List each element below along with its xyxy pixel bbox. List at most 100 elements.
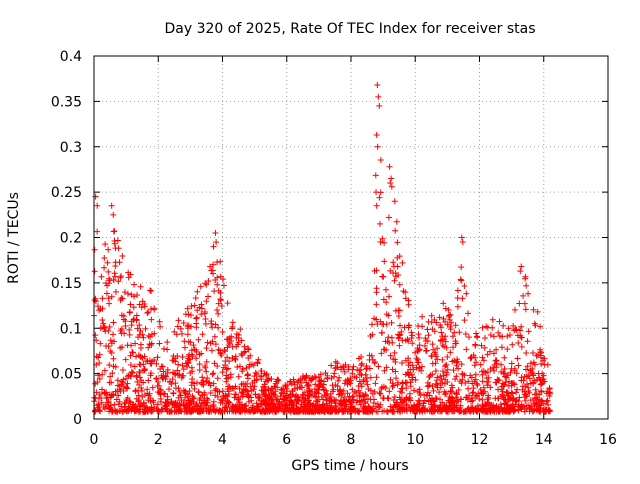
data-point xyxy=(328,362,335,369)
data-point xyxy=(447,323,454,330)
data-point xyxy=(218,352,225,359)
data-point xyxy=(205,293,212,300)
data-point xyxy=(404,408,411,415)
data-point xyxy=(356,371,363,378)
data-point xyxy=(108,293,115,300)
data-point xyxy=(396,342,403,349)
data-point xyxy=(170,389,177,396)
data-point xyxy=(349,394,356,401)
data-point xyxy=(128,368,135,375)
data-point xyxy=(482,402,489,409)
data-point xyxy=(457,402,464,409)
data-point xyxy=(217,258,224,265)
data-point xyxy=(415,334,422,341)
data-point xyxy=(185,404,192,411)
data-point xyxy=(105,246,112,253)
data-point xyxy=(522,306,529,313)
data-point xyxy=(337,387,344,394)
data-point xyxy=(225,374,232,381)
data-point xyxy=(536,396,543,403)
data-point xyxy=(452,322,459,329)
data-point xyxy=(103,395,110,402)
data-point xyxy=(532,395,539,402)
data-point xyxy=(349,366,356,373)
data-point xyxy=(454,356,461,363)
data-point xyxy=(479,378,486,385)
data-point xyxy=(450,367,457,374)
data-point xyxy=(529,365,536,372)
data-point xyxy=(121,400,128,407)
y-tick-label: 0.2 xyxy=(60,231,82,247)
x-tick-label: 16 xyxy=(599,432,617,448)
data-point xyxy=(414,388,421,395)
data-point xyxy=(272,403,279,410)
data-point xyxy=(160,345,167,352)
data-point xyxy=(440,300,447,307)
data-point xyxy=(98,273,105,280)
data-point xyxy=(252,391,259,398)
x-tick-label: 2 xyxy=(154,432,163,448)
data-point xyxy=(240,391,247,398)
data-point xyxy=(323,403,330,410)
data-point xyxy=(158,363,165,370)
data-point xyxy=(515,403,522,410)
data-point xyxy=(441,336,448,343)
data-point xyxy=(138,384,145,391)
data-point xyxy=(98,399,105,406)
data-point xyxy=(493,379,500,386)
data-point xyxy=(102,390,109,397)
data-point xyxy=(137,283,144,290)
data-point xyxy=(530,306,537,313)
data-point xyxy=(97,340,104,347)
data-point xyxy=(126,398,133,405)
data-point xyxy=(147,360,154,367)
data-point xyxy=(499,380,506,387)
data-point xyxy=(433,353,440,360)
data-point xyxy=(458,361,465,368)
data-point xyxy=(543,390,550,397)
data-point xyxy=(365,403,372,410)
data-point xyxy=(390,356,397,363)
data-point xyxy=(244,345,251,352)
data-point xyxy=(391,277,398,284)
data-point xyxy=(148,288,155,295)
data-point xyxy=(389,339,396,346)
data-point xyxy=(141,303,148,310)
data-point xyxy=(474,402,481,409)
data-point xyxy=(248,361,255,368)
data-point xyxy=(487,366,494,373)
data-point xyxy=(502,396,509,403)
data-point xyxy=(398,328,405,335)
data-point xyxy=(154,354,161,361)
data-point xyxy=(257,408,264,415)
data-point xyxy=(344,390,351,397)
data-point xyxy=(315,386,322,393)
data-point xyxy=(455,365,462,372)
data-point xyxy=(462,331,469,338)
data-point xyxy=(172,358,179,365)
data-point xyxy=(501,354,508,361)
data-point xyxy=(175,361,182,368)
data-point xyxy=(111,401,118,408)
data-point xyxy=(266,408,273,415)
data-point xyxy=(212,321,219,328)
data-point xyxy=(224,300,231,307)
data-point xyxy=(105,268,112,275)
data-point xyxy=(415,347,422,354)
data-point xyxy=(193,355,200,362)
x-tick-label: 0 xyxy=(90,432,99,448)
data-point xyxy=(217,297,224,304)
data-point xyxy=(138,304,145,311)
data-point xyxy=(466,407,473,414)
data-point xyxy=(121,289,128,296)
data-point xyxy=(442,391,449,398)
data-point xyxy=(133,373,140,380)
data-point xyxy=(338,390,345,397)
data-point xyxy=(490,367,497,374)
data-point xyxy=(214,274,221,281)
data-point xyxy=(431,316,438,323)
data-point xyxy=(148,340,155,347)
data-point xyxy=(119,252,126,259)
data-point xyxy=(407,397,414,404)
data-point xyxy=(375,404,382,411)
